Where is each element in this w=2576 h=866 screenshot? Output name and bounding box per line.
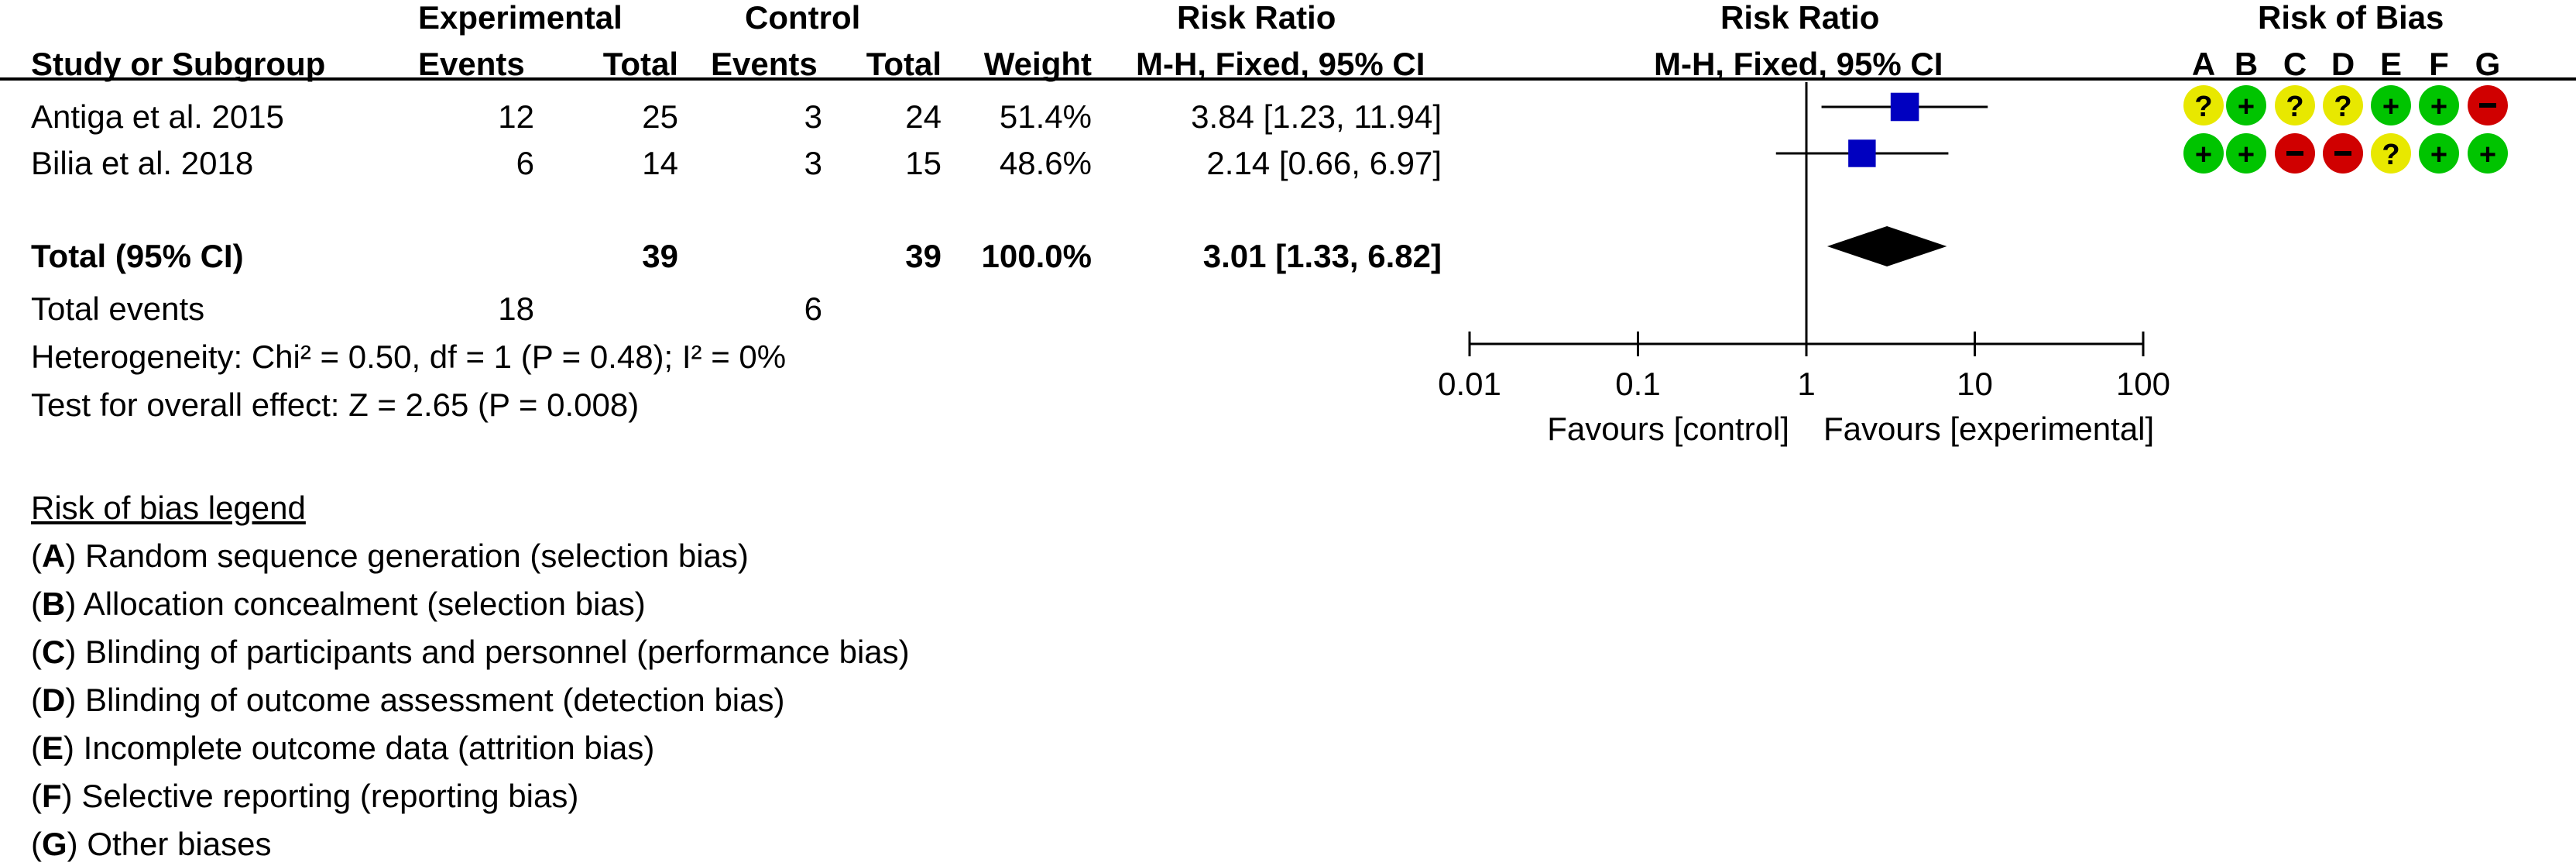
favours-left-label: Favours [control] [1547,411,1789,447]
legend-item: (F) Selective reporting (reporting bias) [31,778,579,814]
bias-letter-g: G [2475,46,2501,82]
total-ci-text: 3.01 [1.33, 6.82] [1202,238,1442,274]
legend-item: (A) Random sequence generation (selectio… [31,538,749,574]
risk-of-bias-icon [2419,85,2459,125]
method-header-left: M-H, Fixed, 95% CI [1136,46,1425,82]
risk-of-bias-icon [2323,85,2363,125]
risk-of-bias-icon [2226,133,2266,174]
pooled-diamond [1827,226,1947,266]
x-tick-label: 10 [1957,366,1993,402]
plus-icon: + [2195,139,2212,171]
point-estimate-marker [1848,139,1876,167]
total-weight: 100.0% [981,238,1092,274]
ctl-total-header: Total [866,46,942,82]
study-name: Bilia et al. 2018 [31,145,254,181]
total-label: Total (95% CI) [31,238,244,274]
heterogeneity-text: Heterogeneity: Chi² = 0.50, df = 1 (P = … [31,338,787,375]
study-column-header: Study or Subgroup [31,46,326,82]
risk-of-bias-icon [2419,133,2459,174]
experimental-header: Experimental [418,0,623,36]
ctl-events-cell: 3 [804,145,822,181]
weight-cell: 51.4% [999,98,1092,135]
bias-letter-f: F [2429,46,2449,82]
bias-letter-a: A [2191,46,2216,82]
total-events-ctl: 6 [804,290,822,327]
ctl-events-cell: 3 [804,98,822,135]
legend-item: (C) Blinding of participants and personn… [31,634,910,670]
x-tick-label: 0.1 [1615,366,1660,402]
weight-header: Weight [983,46,1092,82]
exp-total-cell: 25 [642,98,678,135]
question-icon: ? [2334,91,2351,123]
legend-item: (G) Other biases [31,826,272,862]
risk-of-bias-icon [2183,85,2224,125]
plus-icon: + [2479,139,2496,171]
risk-ratio-header-left: Risk Ratio [1177,0,1336,36]
total-exp-total: 39 [642,238,678,274]
favours-right-label: Favours [experimental] [1823,411,2154,447]
risk-ratio-header-right: Risk Ratio [1720,0,1880,36]
exp-events-cell: 12 [498,98,534,135]
point-estimate-marker [1890,92,1919,122]
ci-text-cell: 3.84 [1.23, 11.94] [1191,98,1442,135]
exp-events-cell: 6 [516,145,534,181]
risk-of-bias-icon [2468,133,2508,174]
weight-cell: 48.6% [999,145,1092,181]
plus-icon: + [2238,91,2255,123]
ctl-total-cell: 24 [905,98,942,135]
risk-of-bias-icon [2275,85,2315,125]
method-header-right: M-H, Fixed, 95% CI [1654,46,1943,82]
risk-of-bias-icon [2371,85,2411,125]
total-ctl-total: 39 [905,238,942,274]
legend-item: (E) Incomplete outcome data (attrition b… [31,730,655,766]
header-rule [0,77,2576,81]
bias-letter-e: E [2379,46,2402,82]
ctl-total-cell: 15 [905,145,942,181]
legend-title: Risk of bias legend [31,490,306,526]
plus-icon: + [2430,91,2447,123]
exp-total-cell: 14 [642,145,678,181]
minus-icon [2286,151,2303,156]
question-icon: ? [2382,139,2399,171]
exp-events-header: Events [418,46,525,82]
risk-of-bias-icon [2226,85,2266,125]
control-header: Control [745,0,861,36]
x-tick-label: 100 [2116,366,2170,402]
risk-of-bias-icon [2371,133,2411,174]
question-icon: ? [2194,91,2212,123]
x-tick-label: 1 [1797,366,1815,402]
bias-letter-d: D [2331,46,2355,82]
x-tick-label: 0.01 [1438,366,1501,402]
total-events-label: Total events [31,290,205,327]
minus-icon [2334,151,2351,156]
total-events-exp: 18 [498,290,534,327]
legend-item: (D) Blinding of outcome assessment (dete… [31,682,785,718]
ctl-events-header: Events [711,46,818,82]
minus-icon [2479,103,2496,108]
plus-icon: + [2382,91,2399,123]
bias-letter-c: C [2283,46,2307,82]
ci-text-cell: 2.14 [0.66, 6.97] [1206,145,1442,181]
risk-of-bias-icon [2183,133,2224,174]
risk-of-bias-header: Risk of Bias [2258,0,2444,36]
question-icon: ? [2286,91,2303,123]
plus-icon: + [2238,139,2255,171]
study-name: Antiga et al. 2015 [31,98,284,135]
legend-item: (B) Allocation concealment (selection bi… [31,586,646,622]
overall-effect-text: Test for overall effect: Z = 2.65 (P = 0… [31,387,640,423]
bias-letter-b: B [2234,46,2259,82]
plus-icon: + [2430,139,2447,171]
exp-total-header: Total [602,46,678,82]
